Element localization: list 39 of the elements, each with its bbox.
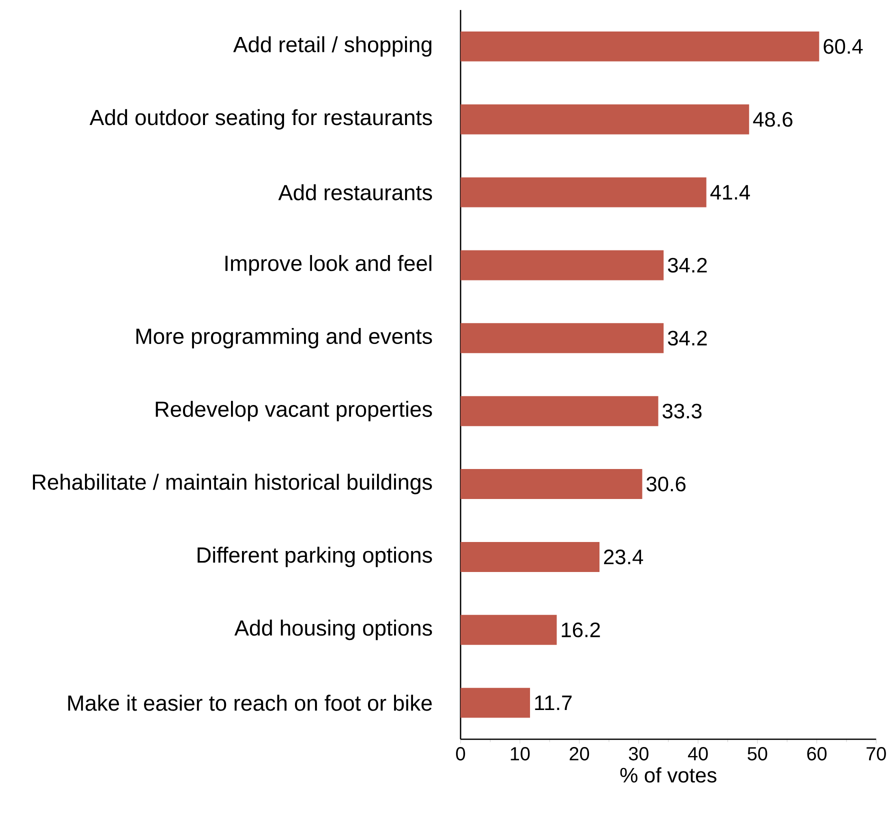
x-tick-label: 40 <box>688 746 708 760</box>
data-label: 11.7 <box>535 696 572 710</box>
x-tick-label: 0 <box>456 746 466 760</box>
bar <box>460 31 820 62</box>
bar <box>460 614 557 645</box>
data-label: 48.6 <box>753 112 792 127</box>
data-label: 60.4 <box>824 38 863 54</box>
y-tick-label: Make it easier to reach on foot or bike <box>68 694 432 711</box>
bar <box>460 250 664 280</box>
y-tick-label: Add housing options <box>234 620 432 640</box>
data-label: 23.4 <box>604 549 644 564</box>
bar <box>460 323 664 354</box>
data-label: 34.2 <box>668 330 707 346</box>
bar <box>460 396 658 426</box>
bar <box>460 104 750 134</box>
y-tick-label: Add retail / shopping <box>233 36 432 57</box>
bar <box>460 688 530 718</box>
x-tick-label: 50 <box>748 746 768 760</box>
data-label: 16.2 <box>562 622 600 638</box>
y-tick-label: Add outdoor seating for restaurants <box>90 109 432 130</box>
bar <box>460 177 706 208</box>
data-label: 33.3 <box>662 404 702 418</box>
bar <box>460 542 600 572</box>
x-tick-label: 60 <box>807 746 827 760</box>
data-label: 41.4 <box>710 185 750 200</box>
y-tick-label: More programming and events <box>136 328 432 348</box>
data-label: 30.6 <box>646 476 686 492</box>
x-tick-label: 70 <box>866 746 886 760</box>
x-tick-label: 10 <box>510 746 530 760</box>
bar <box>460 468 642 499</box>
y-tick-label: Improve look and feel <box>225 254 432 276</box>
x-axis-title: % of votes <box>620 767 716 783</box>
y-tick-label: Add restaurants <box>278 184 432 200</box>
x-tick-label: 30 <box>628 746 648 760</box>
y-tick-label: Different parking options <box>198 546 432 568</box>
y-tick-label: Rehabilitate / maintain historical buildings <box>32 474 432 494</box>
x-tick-label: 20 <box>570 746 590 760</box>
y-tick-label: Redevelop vacant properties <box>156 400 432 422</box>
data-label: 34.2 <box>668 258 707 273</box>
